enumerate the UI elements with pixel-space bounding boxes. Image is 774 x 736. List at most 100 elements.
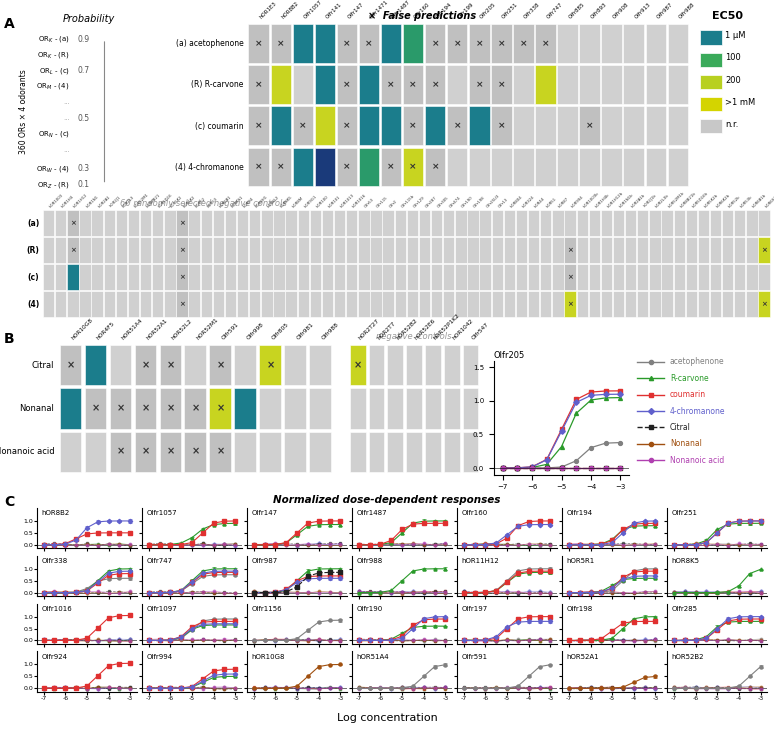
Bar bbox=[224, 237, 236, 263]
Text: hOR52P1K2: hOR52P1K2 bbox=[433, 313, 461, 341]
Bar bbox=[624, 66, 644, 105]
Text: A: A bbox=[4, 17, 15, 31]
Bar bbox=[261, 291, 272, 317]
Text: Olfr885: Olfr885 bbox=[567, 2, 586, 20]
Bar bbox=[189, 237, 200, 263]
Bar bbox=[128, 237, 139, 263]
Bar bbox=[700, 52, 722, 67]
Bar bbox=[536, 66, 556, 105]
Bar bbox=[249, 291, 260, 317]
Text: Olfr141: Olfr141 bbox=[325, 2, 343, 20]
Bar bbox=[491, 147, 512, 186]
Bar bbox=[259, 431, 281, 472]
Bar bbox=[135, 431, 156, 472]
Text: hOR6B1b: hOR6B1b bbox=[752, 193, 768, 208]
Bar bbox=[67, 291, 79, 317]
Text: Log concentration: Log concentration bbox=[337, 712, 437, 723]
Bar bbox=[528, 210, 539, 236]
Bar bbox=[152, 264, 163, 290]
Text: Olfr2: Olfr2 bbox=[388, 199, 398, 208]
Bar bbox=[444, 345, 460, 386]
Bar bbox=[213, 237, 224, 263]
Text: Citral: Citral bbox=[32, 361, 54, 370]
Text: hOR1N1b: hOR1N1b bbox=[618, 192, 635, 208]
Text: Olfr1156: Olfr1156 bbox=[252, 606, 282, 612]
Bar bbox=[661, 264, 673, 290]
Bar bbox=[406, 345, 422, 386]
Text: hOR8B21b: hOR8B21b bbox=[680, 191, 697, 208]
Text: ×: × bbox=[431, 39, 439, 48]
Bar bbox=[235, 345, 256, 386]
Bar bbox=[577, 210, 588, 236]
Bar bbox=[686, 291, 697, 317]
Bar bbox=[463, 389, 478, 428]
Bar bbox=[673, 237, 685, 263]
Text: hOR2A1: hOR2A1 bbox=[98, 194, 111, 208]
Text: ×: × bbox=[255, 163, 262, 171]
Text: ×: × bbox=[166, 361, 174, 370]
Text: hOR1H12: hOR1H12 bbox=[73, 192, 89, 208]
Text: Olfr988: Olfr988 bbox=[320, 322, 340, 341]
Text: Citral: Citral bbox=[670, 423, 690, 432]
Bar bbox=[425, 66, 446, 105]
Text: Olfr287: Olfr287 bbox=[424, 195, 438, 208]
Bar bbox=[698, 237, 709, 263]
Text: ...: ... bbox=[63, 146, 70, 153]
Bar bbox=[382, 264, 394, 290]
Bar bbox=[184, 345, 207, 386]
Text: hOR1003b: hOR1003b bbox=[582, 191, 600, 208]
Text: ×: × bbox=[567, 247, 573, 253]
Bar bbox=[91, 264, 103, 290]
Bar bbox=[381, 66, 402, 105]
Text: hOR51A4: hOR51A4 bbox=[121, 318, 143, 341]
Bar bbox=[601, 264, 612, 290]
Bar bbox=[91, 237, 103, 263]
Bar bbox=[382, 237, 394, 263]
Bar bbox=[649, 210, 661, 236]
Bar bbox=[407, 291, 418, 317]
Bar bbox=[381, 107, 402, 145]
Bar bbox=[395, 264, 406, 290]
Bar bbox=[60, 389, 81, 428]
Text: Olfr747: Olfr747 bbox=[546, 2, 563, 20]
Bar bbox=[273, 210, 285, 236]
Bar bbox=[504, 237, 515, 263]
Bar bbox=[200, 210, 212, 236]
Bar bbox=[135, 345, 156, 386]
Text: n.r.: n.r. bbox=[725, 120, 738, 129]
Bar bbox=[110, 345, 132, 386]
Bar bbox=[447, 107, 467, 145]
Bar bbox=[406, 431, 422, 472]
Bar bbox=[552, 237, 563, 263]
Text: Olfr913: Olfr913 bbox=[634, 2, 652, 20]
Bar bbox=[479, 237, 491, 263]
Text: ×: × bbox=[70, 247, 76, 253]
Bar bbox=[528, 237, 539, 263]
Text: ×: × bbox=[409, 121, 417, 130]
Bar bbox=[431, 237, 443, 263]
Text: Olfr591: Olfr591 bbox=[221, 322, 239, 341]
Text: hOR5R1: hOR5R1 bbox=[567, 558, 594, 564]
Text: OR$_W$ - (4): OR$_W$ - (4) bbox=[36, 164, 70, 174]
Bar bbox=[491, 210, 503, 236]
Text: hOR8M: hOR8M bbox=[291, 196, 304, 208]
Text: coumarin: coumarin bbox=[670, 390, 706, 399]
Bar bbox=[668, 107, 688, 145]
Text: Olfr53: Olfr53 bbox=[364, 197, 375, 208]
Bar bbox=[237, 210, 248, 236]
Text: Olfr147: Olfr147 bbox=[252, 510, 277, 516]
Bar bbox=[284, 389, 307, 428]
Bar bbox=[403, 24, 423, 63]
Bar bbox=[528, 291, 539, 317]
Bar bbox=[504, 264, 515, 290]
Bar bbox=[310, 431, 331, 472]
Bar bbox=[293, 66, 313, 105]
Text: ×: × bbox=[179, 220, 185, 226]
Text: hOR6S1: hOR6S1 bbox=[231, 194, 245, 208]
Bar bbox=[513, 107, 534, 145]
Bar bbox=[248, 107, 269, 145]
Bar bbox=[368, 431, 385, 472]
Text: ×: × bbox=[191, 403, 200, 414]
Bar bbox=[135, 389, 156, 428]
Text: ×: × bbox=[67, 361, 74, 370]
